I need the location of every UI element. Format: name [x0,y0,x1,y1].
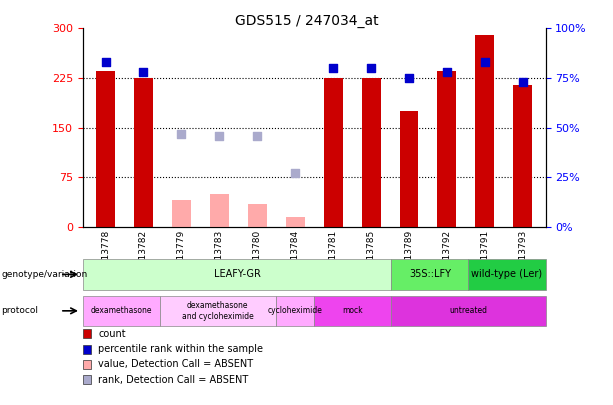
Text: dexamethasone: dexamethasone [91,306,152,315]
Text: 35S::LFY: 35S::LFY [409,269,451,279]
Point [139,69,148,75]
Bar [476,35,494,227]
Text: mock: mock [343,306,363,315]
Point [253,132,262,139]
Bar [210,194,229,227]
Bar [438,71,457,227]
Bar [286,217,305,227]
Text: wild-type (Ler): wild-type (Ler) [471,269,543,279]
Text: value, Detection Call = ABSENT: value, Detection Call = ABSENT [98,360,253,369]
Text: genotype/variation: genotype/variation [1,270,88,279]
Bar [134,78,153,227]
Point [442,69,452,75]
Text: dexamethasone
and cycloheximide: dexamethasone and cycloheximide [182,301,254,320]
Text: cycloheximide: cycloheximide [267,306,322,315]
Bar [362,78,381,227]
Point [291,170,300,177]
Bar [248,204,267,227]
Point [366,65,376,71]
Point [480,59,490,65]
Bar [96,71,115,227]
Text: LEAFY-GR: LEAFY-GR [213,269,261,279]
Bar [324,78,343,227]
Point [177,130,186,137]
Point [101,59,110,65]
Bar [400,111,419,227]
Point [518,79,528,85]
Text: untreated: untreated [449,306,487,315]
Point [328,65,338,71]
Bar [172,200,191,227]
Point [404,75,414,81]
Text: percentile rank within the sample: percentile rank within the sample [98,344,263,354]
Text: protocol: protocol [1,306,38,315]
Bar [513,85,532,227]
Text: count: count [98,329,126,339]
Text: GDS515 / 247034_at: GDS515 / 247034_at [235,14,378,28]
Point [215,132,224,139]
Text: rank, Detection Call = ABSENT: rank, Detection Call = ABSENT [98,375,248,385]
